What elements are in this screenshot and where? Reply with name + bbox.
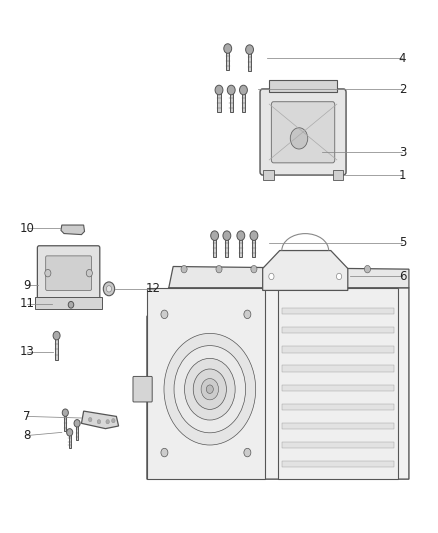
Circle shape [112, 418, 115, 423]
Bar [278, 288, 399, 479]
Text: 4: 4 [399, 52, 406, 64]
Circle shape [269, 273, 274, 280]
FancyBboxPatch shape [37, 246, 100, 301]
Text: 13: 13 [19, 345, 34, 358]
Circle shape [74, 419, 80, 427]
Circle shape [174, 345, 246, 433]
FancyBboxPatch shape [133, 376, 152, 402]
Circle shape [45, 269, 51, 277]
Circle shape [68, 302, 74, 308]
Bar [283, 442, 394, 448]
Bar [242, 90, 245, 112]
Circle shape [224, 44, 232, 53]
Circle shape [62, 409, 68, 416]
Text: 3: 3 [399, 146, 406, 159]
Bar [225, 236, 228, 257]
Text: 11: 11 [19, 297, 35, 310]
Circle shape [364, 265, 371, 273]
Bar [283, 308, 394, 314]
Bar [269, 80, 337, 92]
Text: 10: 10 [19, 222, 34, 235]
Polygon shape [81, 411, 119, 429]
Bar [283, 366, 394, 372]
Text: 9: 9 [23, 279, 31, 292]
Bar [35, 297, 102, 309]
Circle shape [88, 417, 92, 422]
Circle shape [215, 85, 223, 95]
Bar [230, 90, 233, 112]
Circle shape [223, 231, 231, 240]
Circle shape [244, 448, 251, 457]
Polygon shape [169, 266, 409, 288]
Bar [283, 327, 394, 334]
Circle shape [106, 286, 112, 292]
Circle shape [310, 150, 315, 157]
Circle shape [181, 265, 187, 273]
Bar [263, 170, 274, 180]
Circle shape [246, 45, 254, 54]
Circle shape [251, 265, 257, 273]
Polygon shape [61, 225, 85, 235]
Polygon shape [263, 251, 348, 290]
Text: 2: 2 [399, 83, 406, 96]
Bar [55, 336, 58, 360]
Bar [76, 423, 78, 440]
Circle shape [336, 273, 342, 280]
Circle shape [97, 419, 101, 424]
Circle shape [86, 269, 92, 277]
Bar [53, 303, 71, 306]
Bar [283, 403, 394, 410]
Text: 6: 6 [399, 270, 406, 282]
FancyBboxPatch shape [46, 256, 92, 290]
Circle shape [216, 265, 222, 273]
Bar [296, 152, 312, 156]
Circle shape [227, 85, 235, 95]
Circle shape [294, 265, 300, 273]
Text: 5: 5 [399, 236, 406, 249]
Text: 12: 12 [146, 282, 161, 295]
Bar [239, 236, 242, 257]
Bar [332, 170, 343, 180]
Circle shape [250, 231, 258, 240]
Bar [283, 423, 394, 429]
Circle shape [103, 282, 115, 296]
Circle shape [201, 378, 219, 400]
Circle shape [67, 429, 73, 436]
Bar [218, 90, 220, 112]
Text: 7: 7 [23, 410, 31, 423]
Circle shape [53, 332, 60, 340]
Circle shape [161, 310, 168, 319]
FancyBboxPatch shape [260, 89, 346, 175]
Polygon shape [147, 288, 409, 479]
Bar [147, 288, 265, 479]
Bar [248, 50, 251, 71]
Circle shape [329, 265, 336, 273]
Circle shape [240, 85, 247, 95]
Circle shape [290, 128, 308, 149]
Circle shape [244, 310, 251, 319]
Bar [283, 461, 394, 467]
Bar [69, 432, 71, 448]
Text: 1: 1 [399, 168, 406, 182]
Circle shape [184, 358, 235, 420]
FancyBboxPatch shape [272, 102, 335, 163]
Circle shape [164, 333, 256, 445]
Circle shape [106, 419, 110, 424]
Bar [64, 413, 67, 431]
Circle shape [211, 231, 219, 240]
Bar [226, 49, 229, 70]
Text: 8: 8 [23, 429, 31, 442]
Circle shape [161, 448, 168, 457]
Bar [283, 346, 394, 353]
Circle shape [193, 369, 226, 409]
Bar [213, 236, 216, 257]
Circle shape [237, 231, 245, 240]
Bar [283, 384, 394, 391]
Circle shape [206, 385, 213, 393]
Bar [252, 236, 255, 257]
